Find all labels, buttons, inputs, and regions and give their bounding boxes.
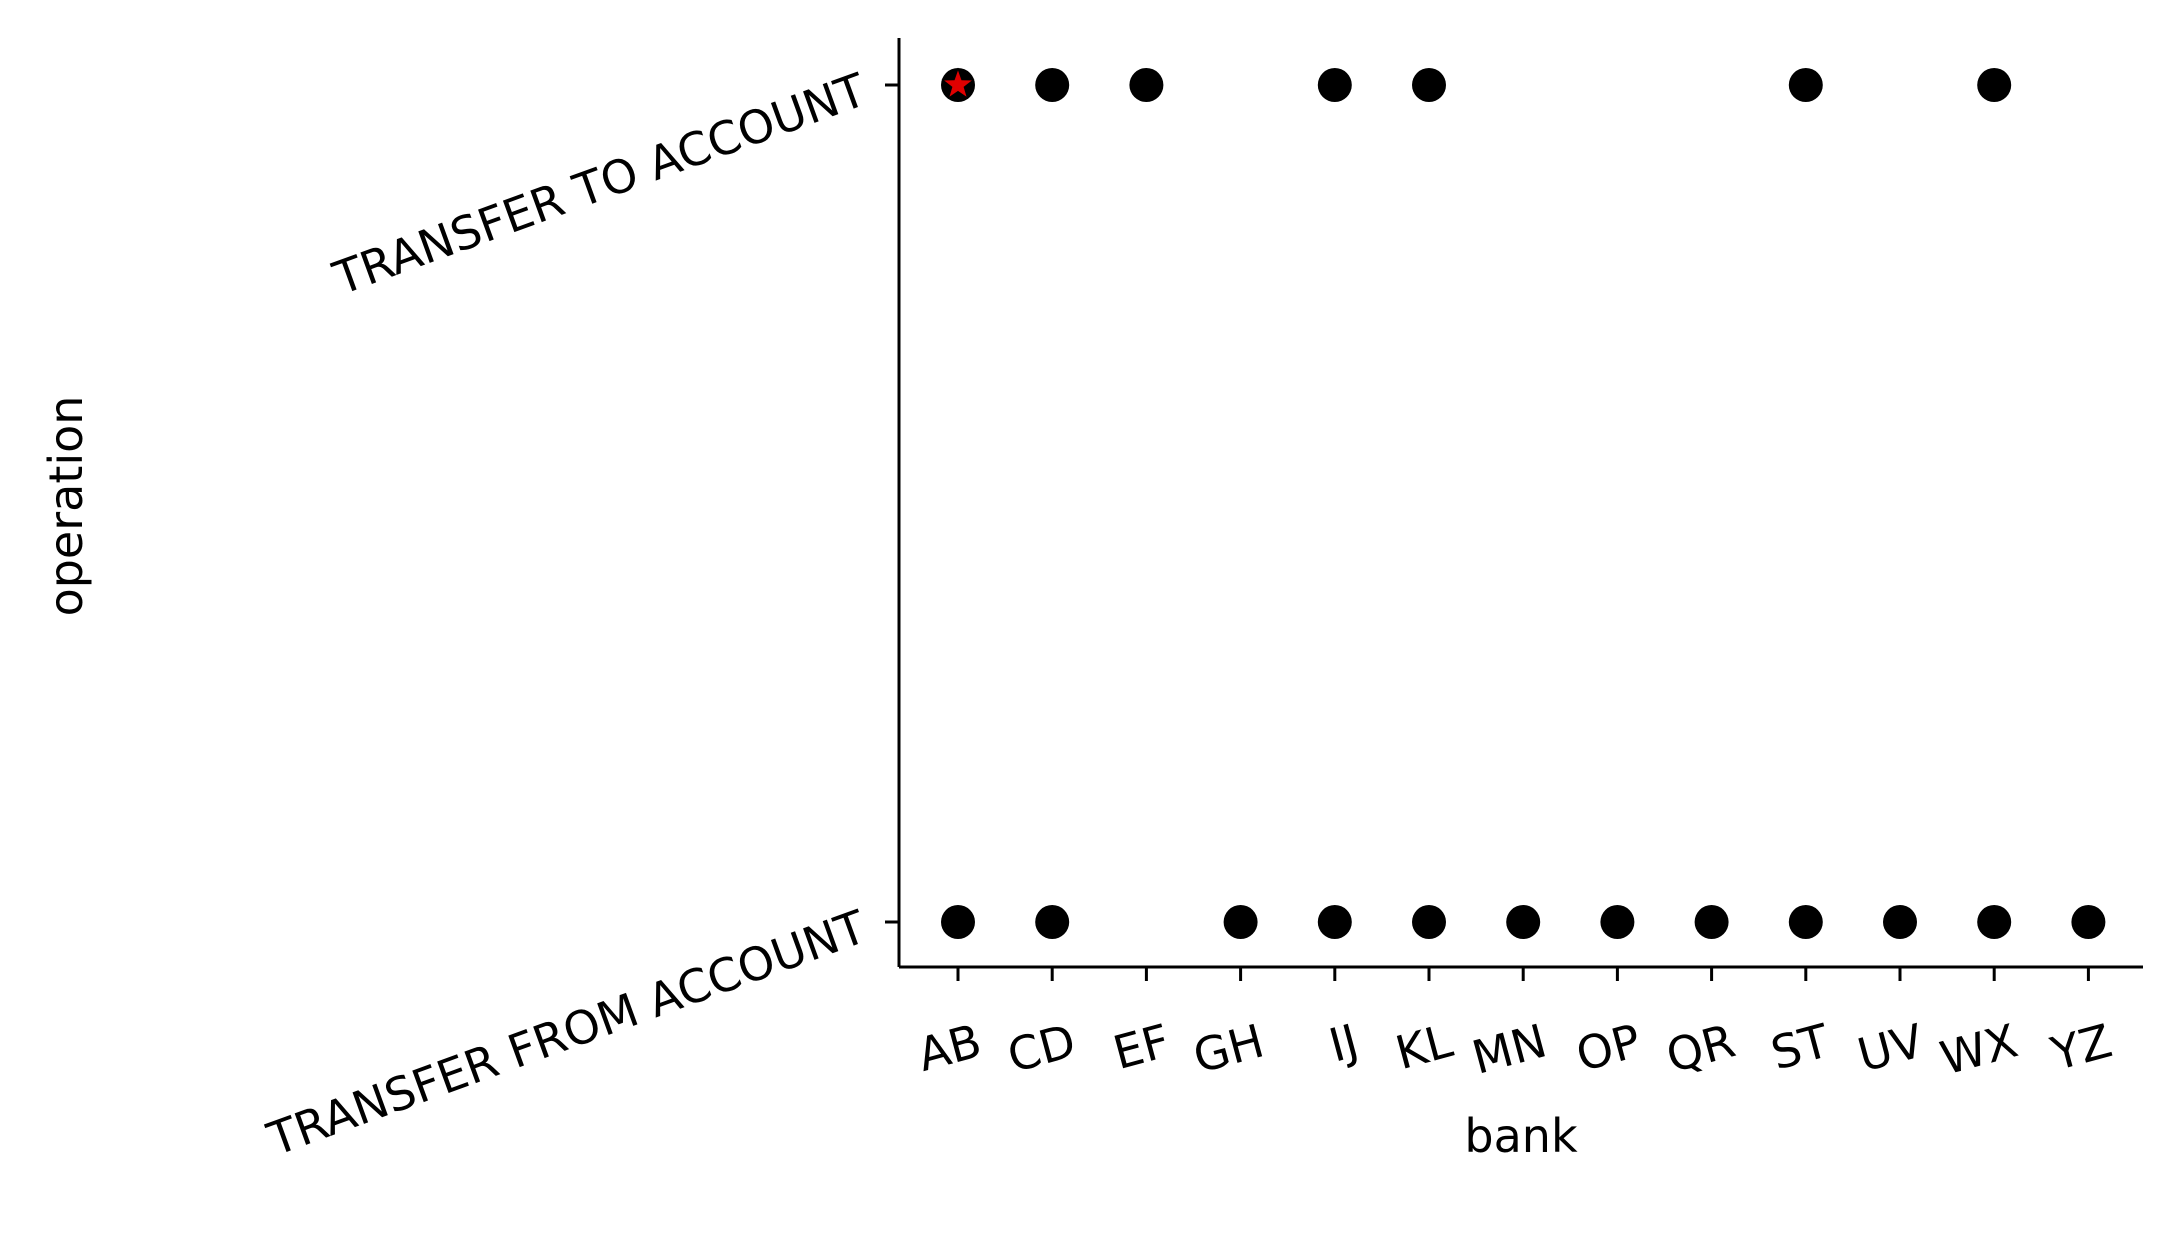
x-tick-label-st: ST bbox=[1765, 1013, 1835, 1080]
x-tick-label-uv: UV bbox=[1852, 1013, 1929, 1082]
x-tick-label-kl: KL bbox=[1390, 1013, 1458, 1080]
scatter-point-wx-to bbox=[1977, 68, 2012, 102]
scatter-point-cd-from bbox=[1035, 905, 1070, 939]
scatter-point-ij-to bbox=[1317, 68, 1352, 102]
y-tick-label-transfer-from-account: TRANSFER FROM ACCOUNT bbox=[260, 899, 874, 1166]
scatter-point-gh-from bbox=[1223, 905, 1258, 939]
scatter-point-ab-from bbox=[941, 905, 975, 939]
x-tick-label-gh: GH bbox=[1188, 1013, 1270, 1083]
scatter-point-st-from bbox=[1788, 905, 1823, 939]
x-tick-label-qr: QR bbox=[1661, 1013, 1741, 1083]
scatter-point-uv-from bbox=[1883, 905, 1917, 939]
data-points-group bbox=[941, 67, 2106, 939]
scatter-point-op-from bbox=[1600, 905, 1635, 939]
x-tick-label-wx: WX bbox=[1935, 1013, 2023, 1085]
x-tick-label-yz: YZ bbox=[2045, 1013, 2118, 1081]
y-ticks-group: TRANSFER FROM ACCOUNT TRANSFER TO ACCOUNT bbox=[260, 62, 899, 1167]
scatter-point-kl-to bbox=[1412, 68, 1446, 102]
x-axis-label: bank bbox=[1464, 1109, 1578, 1163]
x-tick-label-ij: IJ bbox=[1323, 1013, 1363, 1072]
scatter-point-ij-from bbox=[1317, 905, 1352, 939]
y-axis-label: operation bbox=[39, 396, 93, 617]
scatter-point-qr-from bbox=[1694, 905, 1729, 939]
scatter-point-yz-from bbox=[2071, 905, 2106, 939]
scatter-point-mn-from bbox=[1506, 905, 1541, 939]
x-tick-label-ef: EF bbox=[1108, 1013, 1176, 1080]
scatter-point-st-to bbox=[1788, 68, 1823, 102]
x-ticks-group: AB CD EF GH IJ KL MN OP QR ST UV WX YZ bbox=[912, 967, 2117, 1086]
scatter-point-ef-to bbox=[1129, 68, 1164, 102]
x-tick-label-op: OP bbox=[1570, 1013, 1646, 1082]
x-tick-label-cd: CD bbox=[1002, 1013, 1081, 1083]
scatter-point-wx-from bbox=[1977, 905, 2012, 939]
scatter-point-kl-from bbox=[1412, 905, 1446, 939]
scatter-point-cd-to bbox=[1035, 68, 1070, 102]
y-tick-label-transfer-to-account: TRANSFER TO ACCOUNT bbox=[326, 62, 874, 305]
star-point-ab-to bbox=[941, 67, 975, 100]
x-tick-label-mn: MN bbox=[1466, 1013, 1552, 1084]
x-tick-label-ab: AB bbox=[912, 1013, 987, 1081]
